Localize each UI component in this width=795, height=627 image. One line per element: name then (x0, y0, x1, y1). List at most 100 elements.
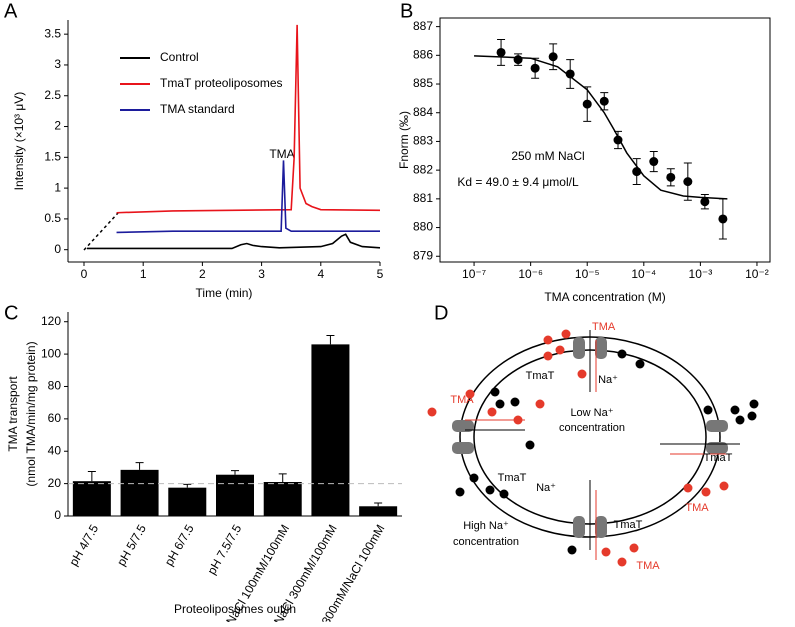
y-tick-label: 882 (413, 162, 433, 176)
x-tick-label: 0 (81, 267, 88, 281)
y-tick-label: 0 (54, 242, 61, 256)
diagram (427, 329, 759, 567)
y-tick-label: 887 (413, 19, 433, 33)
point (496, 47, 506, 57)
legend-label: TMA standard (160, 102, 235, 116)
legend-label: TmaT proteoliposomes (160, 76, 283, 90)
y-tick-label: 2.5 (44, 88, 61, 102)
x-tick-label: pH 5/7.5 (114, 522, 149, 569)
point (649, 157, 659, 167)
bar (168, 487, 207, 516)
x-tick-label: 10⁻⁴ (631, 267, 656, 281)
x-tick-label: 3 (258, 267, 265, 281)
diagram-labels: TMA TmaT Na⁺ TMA Low Na⁺ concentration T… (450, 321, 732, 572)
label: concentration (453, 536, 519, 548)
y-axis-label: (nmol TMA/min/mg protein) (24, 341, 38, 486)
y-tick-label: 880 (413, 220, 433, 234)
panel-label: A (4, 0, 18, 22)
label: TMA (685, 502, 709, 514)
y-tick-label: 120 (41, 314, 61, 328)
bar (72, 481, 111, 516)
error-bar (87, 470, 96, 482)
point (632, 167, 642, 177)
bar (263, 482, 302, 516)
label: concentration (559, 422, 625, 434)
y-tick-label: 3.5 (44, 26, 61, 40)
label: TMA (450, 394, 474, 406)
bar (216, 474, 254, 516)
label: TmaT (614, 519, 643, 531)
point (530, 63, 540, 73)
point (666, 172, 676, 182)
label: TmaT (498, 472, 527, 484)
x-tick-label: 10⁻⁵ (575, 267, 600, 281)
x-tick-label: 10⁻² (745, 267, 769, 281)
y-tick-label: 100 (41, 346, 61, 360)
point (683, 177, 693, 187)
point (599, 96, 609, 106)
error-bar (374, 502, 383, 507)
y-tick-label: 0 (54, 508, 61, 522)
line (116, 24, 381, 214)
y-tick-label: 883 (413, 134, 433, 148)
label: Low Na⁺ (570, 407, 613, 419)
point (718, 214, 728, 224)
point (565, 69, 575, 79)
annotation: Kd = 49.0 ± 9.4 μmol/L (457, 175, 579, 189)
bar (120, 469, 159, 516)
error-bar (183, 483, 192, 488)
x-tick-label: pH 4/7.5 (66, 522, 101, 569)
label: TMA (636, 560, 660, 572)
point (513, 55, 523, 65)
y-tick-label: 1 (54, 180, 61, 194)
x-axis-label: Proteoliposomes out/in (174, 602, 296, 616)
y-tick-label: 3 (54, 57, 61, 71)
annotation: TMA (269, 147, 294, 161)
x-axis-label: TMA concentration (M) (544, 290, 665, 304)
y-tick-label: 2 (54, 119, 61, 133)
y-tick-label: 881 (413, 191, 433, 205)
y-tick-label: 885 (413, 76, 433, 90)
x-tick-label: 10⁻³ (689, 267, 713, 281)
y-tick-label: 20 (48, 476, 62, 490)
y-tick-label: 0.5 (44, 211, 61, 225)
x-tick-label: 1 (140, 267, 147, 281)
point (613, 135, 623, 145)
annotation: 250 mM NaCl (511, 149, 584, 163)
panel-label: D (434, 302, 448, 324)
bar (311, 344, 350, 516)
x-axis-label: Time (min) (196, 286, 253, 300)
label: Na⁺ (598, 374, 618, 386)
x-tick-label: pH 7.5/7.5 (205, 522, 245, 577)
y-tick-label: 40 (48, 443, 62, 457)
error-bar (278, 473, 287, 482)
point (700, 197, 710, 207)
error-bar (135, 462, 144, 470)
x-tick-label: 2 (199, 267, 206, 281)
label: TmaT (704, 452, 733, 464)
point (548, 52, 558, 62)
x-tick-label: pH 6/7.5 (162, 522, 197, 569)
y-axis-label: TMA transport (6, 376, 20, 452)
panel-label: B (400, 0, 413, 22)
label: TMA (592, 321, 616, 333)
panel-label: C (4, 302, 18, 324)
error-bar (326, 334, 335, 345)
y-tick-label: 60 (48, 411, 62, 425)
y-tick-label: 879 (413, 248, 433, 262)
x-tick-label: 5 (377, 267, 384, 281)
x-tick-label: 10⁻⁶ (518, 267, 543, 281)
line (116, 160, 380, 234)
error-bar (231, 470, 239, 475)
frame (439, 17, 771, 263)
label: Na⁺ (536, 482, 556, 494)
x-tick-label: 4 (317, 267, 324, 281)
y-axis-label: Intensity (×10³ μV) (12, 92, 26, 191)
bar (359, 506, 398, 516)
y-tick-label: 886 (413, 47, 433, 61)
y-tick-label: 80 (48, 379, 62, 393)
legend-label: Control (160, 50, 199, 64)
label: TmaT (526, 370, 555, 382)
y-tick-label: 1.5 (44, 149, 61, 163)
